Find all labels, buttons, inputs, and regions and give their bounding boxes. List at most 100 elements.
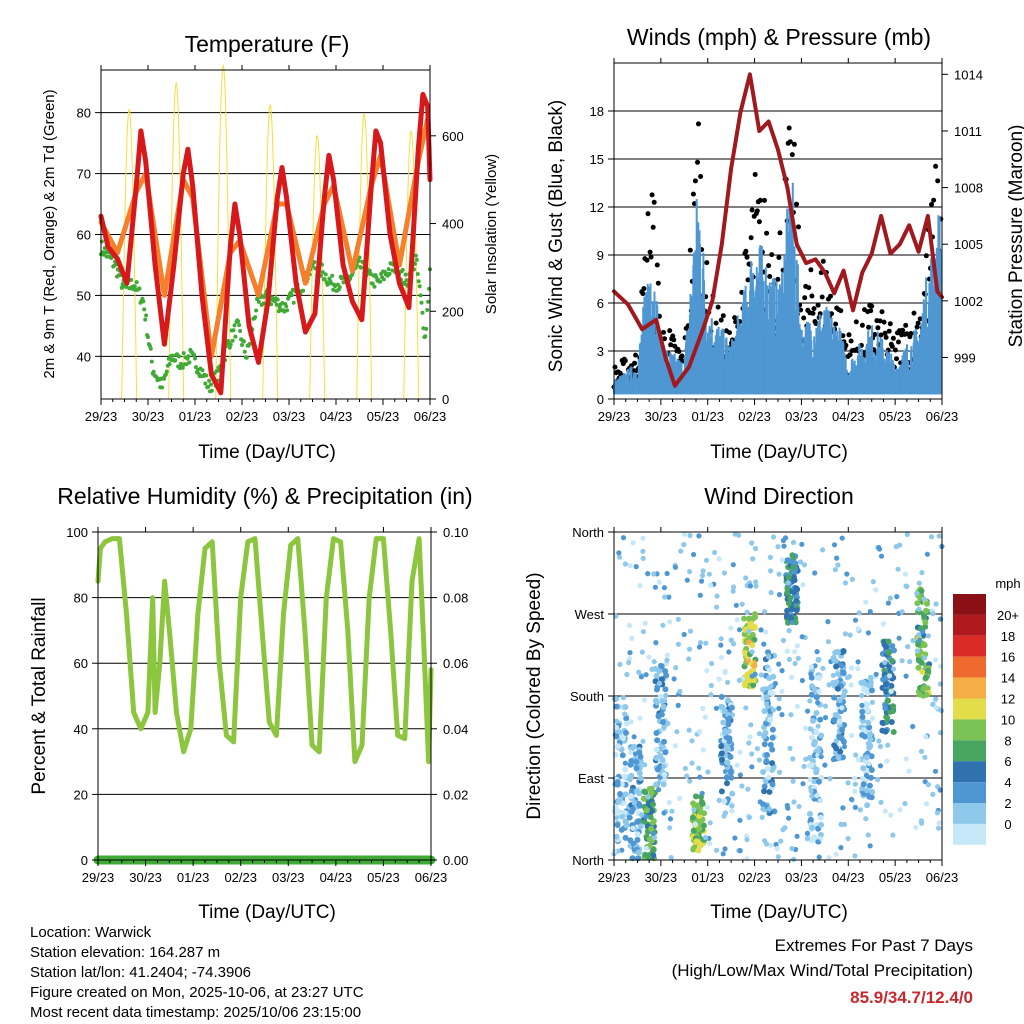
direction-point: [729, 803, 735, 809]
direction-point: [859, 732, 866, 738]
direction-point: [857, 807, 863, 813]
gust-point: [670, 333, 676, 339]
direction-point: [705, 769, 711, 775]
direction-point: [882, 659, 888, 666]
rainfall-y-tick-label: 0.08: [443, 591, 468, 606]
gust-point: [692, 178, 698, 184]
extremes-values: 85.9/34.7/12.4/0: [850, 988, 973, 1007]
direction-y-label: Direction (Colored By Speed): [524, 572, 545, 819]
direction-point: [722, 846, 728, 852]
winds-x-label: Time (Day/UTC): [710, 442, 848, 463]
direction-point: [634, 818, 641, 825]
dewpoint-point: [419, 300, 424, 305]
gust-point: [641, 286, 647, 292]
direction-point: [776, 696, 782, 702]
direction-point: [684, 577, 690, 583]
direction-point: [811, 778, 818, 785]
direction-point: [690, 827, 697, 834]
dewpoint-point: [237, 323, 242, 328]
direction-point: [720, 704, 726, 710]
winds-x-tick-label: 03/23: [785, 409, 818, 424]
direction-point: [890, 729, 897, 735]
pressure-y-tick-label: 1011: [954, 124, 982, 139]
temperature-y-tick-label: 70: [77, 167, 91, 182]
direction-point: [653, 754, 660, 761]
dewpoint-point: [425, 308, 430, 312]
direction-point: [613, 703, 620, 710]
direction-point: [875, 776, 881, 783]
direction-point: [664, 570, 670, 577]
colorbar-level-label: 18: [1001, 629, 1015, 644]
direction-point: [930, 701, 936, 708]
direction-point: [752, 671, 758, 677]
direction-point: [804, 836, 810, 842]
direction-point: [769, 746, 776, 753]
direction-point: [614, 696, 620, 702]
extremes-title: Extremes For Past 7 Days: [775, 936, 973, 955]
direction-point: [867, 674, 874, 681]
humidity-y-label: Percent & Total Rainfall: [29, 597, 50, 794]
direction-point: [656, 579, 662, 585]
gust-point: [648, 254, 654, 260]
colorbar-cell: [953, 677, 986, 699]
direction-point: [633, 788, 640, 794]
direction-point: [623, 720, 630, 727]
direction-point: [687, 569, 693, 575]
direction-point: [916, 632, 922, 638]
direction-point: [777, 769, 783, 775]
gust-point: [745, 277, 751, 283]
direction-point: [793, 597, 800, 604]
gust-point: [915, 320, 921, 326]
direction-point: [936, 825, 942, 831]
gust-point: [767, 274, 773, 279]
direction-point: [619, 752, 626, 759]
direction-point: [722, 810, 729, 816]
winds-panel: Winds (mph) & Pressure (mb) 0 3 6 9 12 15 18 9…: [546, 24, 1024, 463]
direction-point: [836, 697, 843, 704]
direction-point: [897, 807, 903, 813]
direction-point: [805, 708, 811, 714]
direction-point: [678, 548, 684, 554]
direction-point: [763, 701, 770, 707]
direction-point: [719, 756, 725, 763]
direction-point: [653, 746, 660, 753]
direction-point: [633, 758, 640, 765]
direction-point: [866, 760, 872, 767]
direction-point: [808, 762, 815, 768]
direction-point: [769, 726, 776, 733]
gust-point: [766, 263, 772, 269]
direction-point: [747, 583, 754, 589]
direction-point: [842, 580, 849, 586]
temperature-x-tick-label: 06/23: [414, 409, 447, 424]
direction-point: [894, 594, 900, 600]
direction-point: [762, 609, 768, 615]
direction-point: [728, 704, 735, 711]
direction-point: [882, 705, 889, 712]
direction-point: [870, 579, 876, 585]
direction-point: [692, 821, 698, 827]
winds-y-tick-label: 12: [590, 200, 604, 215]
direction-point: [760, 806, 766, 812]
pressure-y-tick-label: 999: [954, 350, 976, 365]
colorbar-level-label: 2: [1004, 796, 1011, 811]
gust-point: [776, 255, 782, 260]
direction-point: [707, 582, 714, 588]
direction-point: [749, 642, 756, 649]
direction-point: [626, 814, 633, 821]
direction-point: [864, 707, 871, 714]
direction-point: [696, 819, 703, 826]
gust-point: [933, 163, 939, 169]
temperature-y-label: 2m & 9m T (Red, Orange) & 2m Td (Green): [41, 89, 58, 378]
gust-point: [777, 230, 783, 236]
direction-point: [753, 545, 759, 552]
direction-point: [826, 855, 832, 861]
direction-point: [748, 722, 754, 728]
winds-x-tick-label: 01/23: [691, 409, 724, 424]
direction-point: [883, 714, 890, 720]
gust-point: [676, 349, 682, 354]
gust-point: [671, 337, 677, 343]
direction-point: [728, 625, 734, 631]
direction-point: [833, 663, 840, 670]
humidity-x-tick-label: 30/23: [129, 870, 162, 885]
direction-point: [795, 655, 801, 662]
